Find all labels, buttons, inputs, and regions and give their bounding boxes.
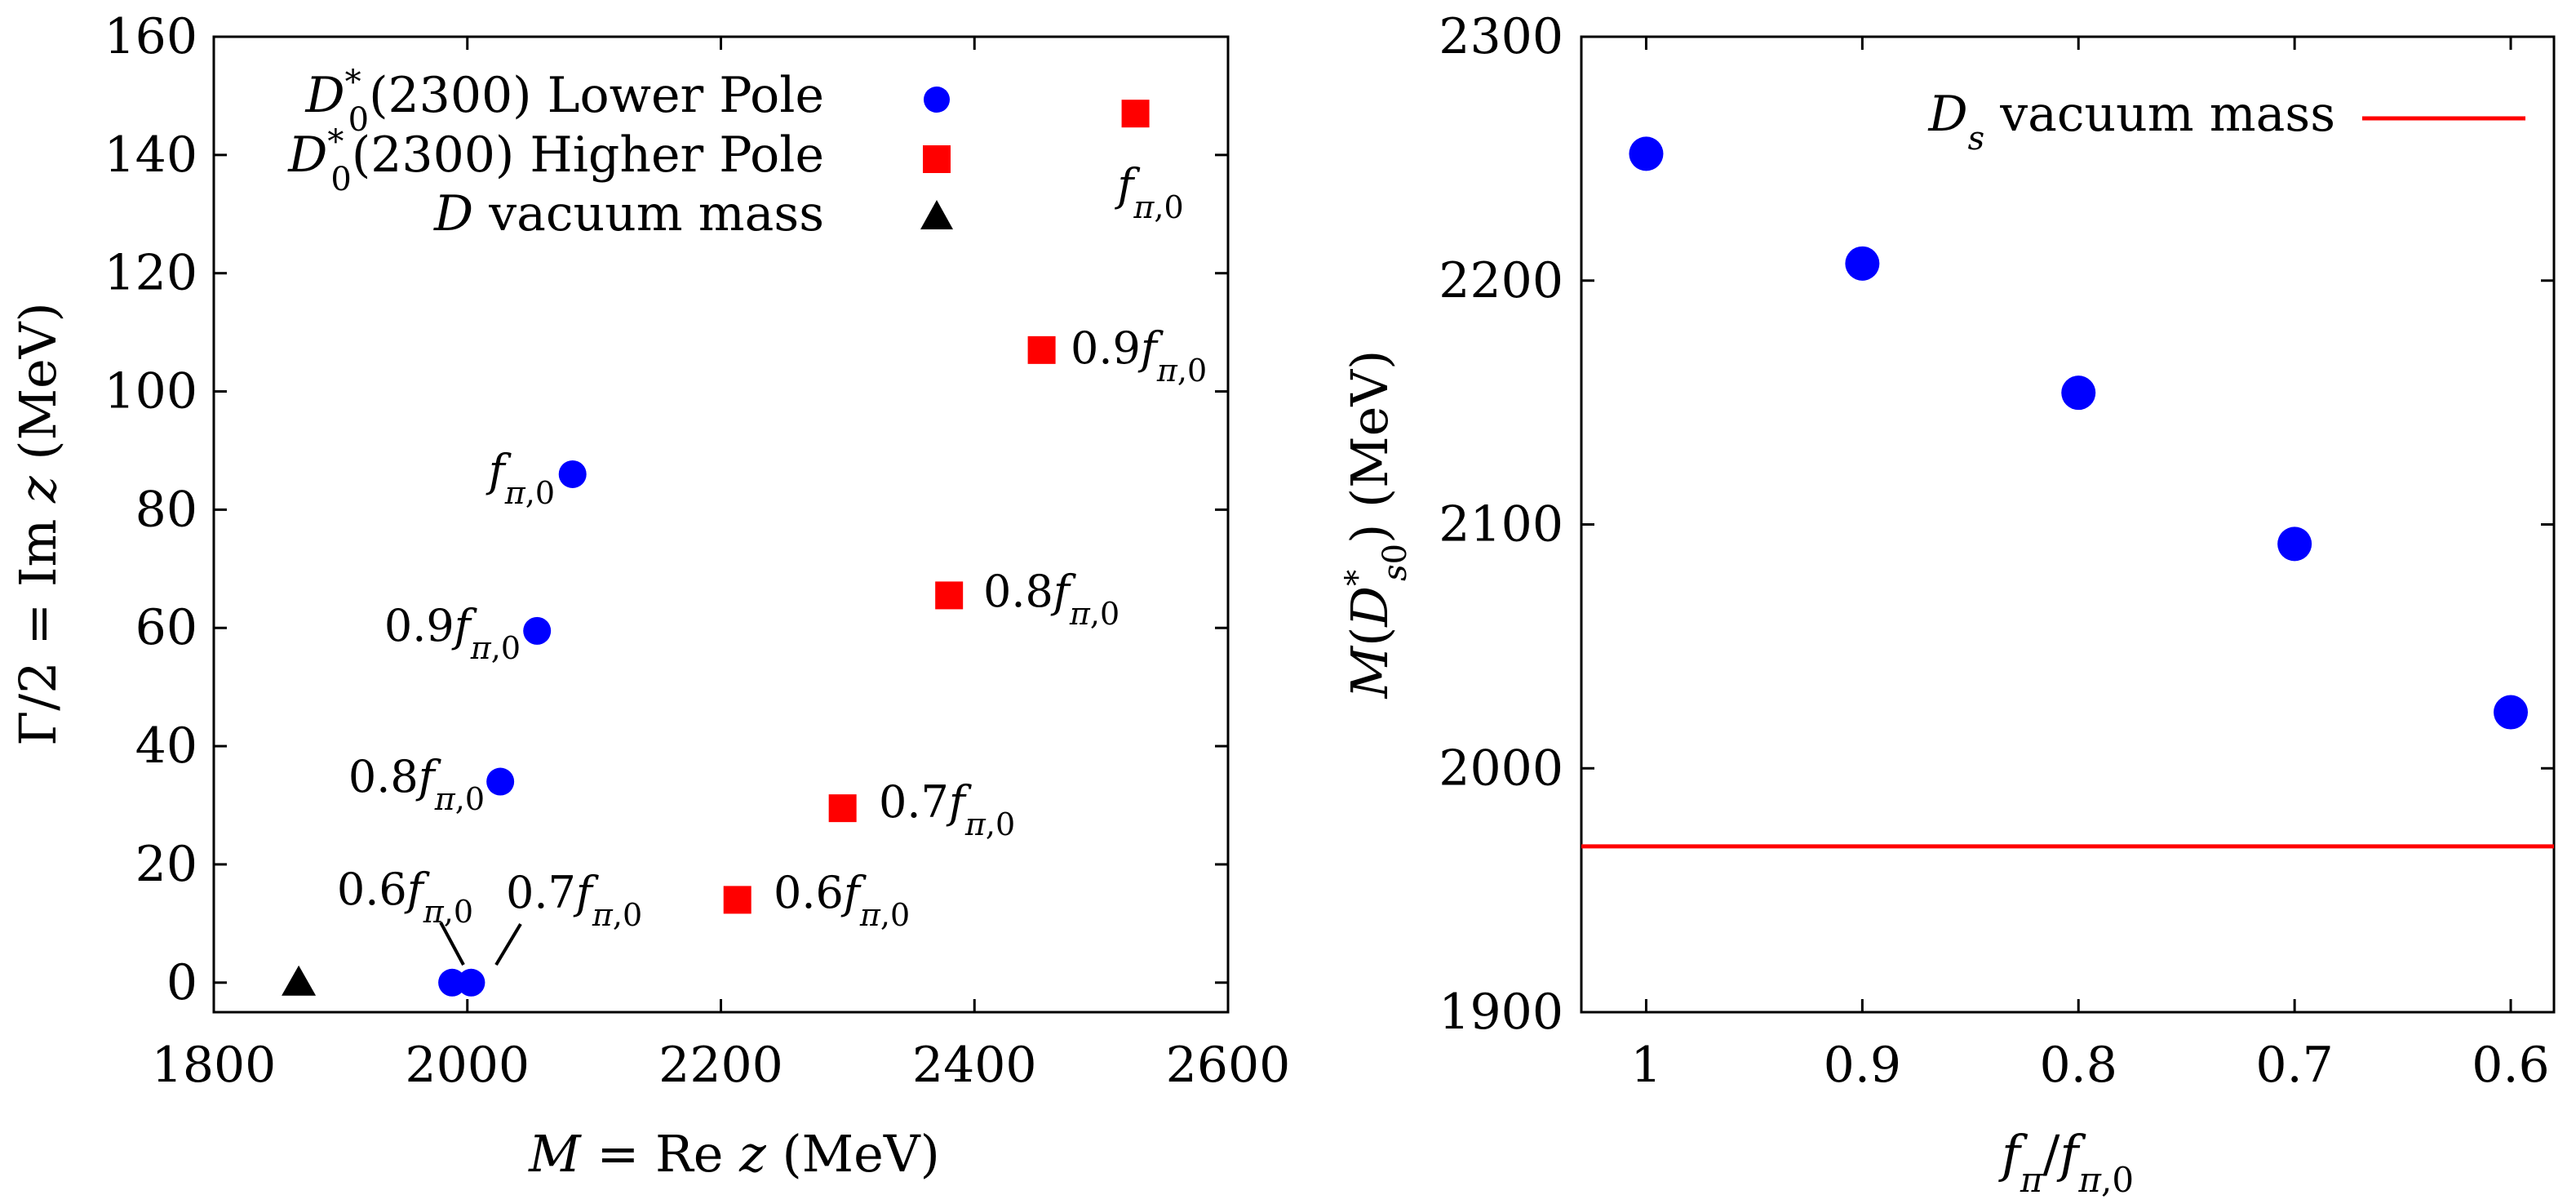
legend-entry-ds-vacuum: Ds vacuum mass — [1928, 86, 2335, 158]
higher-pole-point — [828, 794, 857, 823]
right-chart: 1 0.9 0.8 0.7 0.6 1900 2000 2100 2200 2300 Ds va… — [1339, 8, 2556, 1200]
annotation-higher-07: 0.7fπ,0 — [879, 776, 1015, 842]
lower-pole-point — [486, 767, 515, 796]
legend-marker-d-vacuum — [920, 200, 953, 229]
higher-pole-point — [723, 886, 752, 914]
legend-entry-higher-pole: D* 0(2300) Higher Pole — [287, 123, 824, 198]
legend-entry-d-vacuum: D vacuum mass — [433, 185, 824, 242]
annotation-lower-07: 0.7fπ,0 — [506, 867, 642, 933]
higher-pole-point — [1121, 100, 1150, 128]
right-x-tick-label: 0.9 — [1824, 1037, 1901, 1094]
left-x-tick-label: 2400 — [912, 1037, 1037, 1094]
left-y-tick-label: 80 — [135, 481, 197, 538]
annotation-lower-08: 0.8fπ,0 — [348, 751, 485, 817]
right-x-tick-label: 1 — [1630, 1037, 1661, 1094]
right-y-tick-label: 2000 — [1439, 740, 1563, 797]
right-y-tick-label: 1900 — [1439, 984, 1563, 1041]
ds0-mass-point — [1845, 246, 1880, 281]
left-x-ticks: 1800 2000 2200 2400 2600 — [152, 37, 1291, 1094]
left-x-axis-label: M = Re z (MeV) — [528, 1124, 940, 1184]
left-y-ticks: 0 20 40 60 80 100 120 140 160 — [104, 8, 1228, 1011]
left-y-tick-label: 120 — [104, 245, 197, 302]
right-x-tick-label: 0.7 — [2255, 1037, 2333, 1094]
annotation-higher-1: fπ,0 — [1114, 159, 1183, 225]
lower-pole-point — [457, 968, 485, 997]
left-annotations: fπ,0 0.9fπ,0 0.8fπ,0 0.6fπ,0 0.7fπ,0 fπ,… — [337, 159, 1207, 966]
right-x-tick-label: 0.6 — [2472, 1037, 2549, 1094]
left-y-tick-label: 20 — [135, 836, 197, 893]
lower-pole-point — [523, 616, 552, 645]
left-chart: 1800 2000 2200 2400 2600 0204060801001201401… — [8, 8, 1290, 1184]
ds0-mass-points — [1629, 136, 2529, 730]
left-y-tick-label: 60 — [135, 599, 197, 656]
left-x-tick-label: 1800 — [152, 1037, 277, 1094]
higher-pole-point — [1027, 335, 1056, 364]
right-y-ticks: 1900 2000 2100 2200 2300 — [1439, 8, 2554, 1041]
ds0-mass-point — [2277, 526, 2312, 562]
left-y-tick-label: 100 — [104, 363, 197, 420]
annotation-leader-07 — [494, 922, 522, 966]
lower-pole-point — [438, 968, 467, 997]
right-y-axis-label: M(D*s0) (MeV) — [1339, 350, 1414, 700]
left-x-tick-label: 2600 — [1166, 1037, 1291, 1094]
right-x-ticks: 1 0.9 0.8 0.7 0.6 — [1630, 37, 2550, 1094]
d-vacuum-points — [282, 965, 317, 996]
right-legend: Ds vacuum mass — [1928, 86, 2525, 158]
right-y-tick-label: 2300 — [1439, 8, 1563, 65]
annotation-lower-09: 0.9fπ,0 — [384, 600, 521, 666]
right-x-axis-label: fπ/fπ,0 — [1998, 1124, 2134, 1200]
left-x-tick-label: 2200 — [658, 1037, 783, 1094]
legend-entry-lower-pole: D* 0(2300) Lower Pole — [305, 64, 825, 139]
higher-pole-point — [935, 581, 964, 610]
lower-pole-point — [558, 460, 587, 488]
left-y-tick-label: 0 — [166, 954, 197, 1011]
d-vacuum-point — [282, 965, 317, 996]
annotation-leader-06 — [439, 922, 465, 966]
annotation-lower-06: 0.6fπ,0 — [337, 864, 473, 930]
annotation-lower-1: fπ,0 — [485, 445, 555, 511]
ds0-mass-point — [2494, 695, 2529, 730]
left-y-tick-label: 140 — [104, 127, 197, 184]
left-y-tick-label: 160 — [104, 8, 197, 65]
ds0-mass-point — [2061, 375, 2096, 411]
annotation-higher-08: 0.8fπ,0 — [983, 566, 1120, 632]
lower-pole-points — [438, 460, 587, 997]
legend-marker-lower-pole — [924, 87, 950, 113]
legend-marker-higher-pole — [923, 145, 951, 173]
left-x-tick-label: 2000 — [405, 1037, 530, 1094]
left-y-axis-label: Γ/2 = Im z (MeV) — [8, 302, 68, 745]
left-y-tick-label: 40 — [135, 718, 197, 775]
right-y-tick-label: 2200 — [1439, 252, 1563, 309]
ds0-mass-point — [1629, 136, 1664, 171]
right-plot-frame — [1580, 35, 2556, 1014]
annotation-higher-09: 0.9fπ,0 — [1071, 322, 1207, 389]
right-x-tick-label: 0.8 — [2040, 1037, 2117, 1094]
annotation-higher-06: 0.6fπ,0 — [774, 867, 910, 933]
left-legend: D* 0(2300) Lower Pole D* 0(2300) Higher Po… — [287, 64, 953, 242]
right-y-tick-label: 2100 — [1439, 496, 1563, 553]
higher-pole-points — [723, 100, 1150, 914]
